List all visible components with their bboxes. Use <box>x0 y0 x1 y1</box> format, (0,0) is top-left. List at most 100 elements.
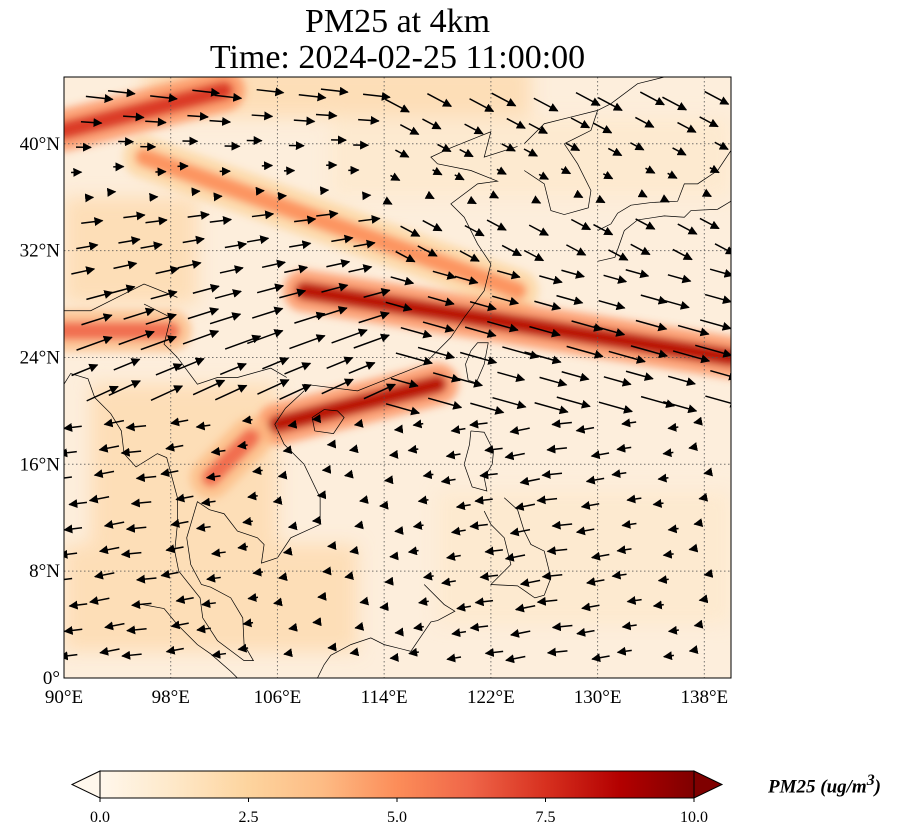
wind-arrow-326 <box>187 210 210 220</box>
wind-arrow-78 <box>120 549 142 559</box>
wind-arrow-41 <box>175 595 194 604</box>
wind-arrow-165 <box>504 451 525 461</box>
wind-arrow-21 <box>126 625 147 635</box>
wind-arrow-181 <box>412 419 424 429</box>
wind-arrow-154 <box>120 447 142 457</box>
wind-arrow-23 <box>196 624 211 634</box>
wind-arrow-415 <box>635 116 655 128</box>
colorbar-gradient <box>100 771 694 798</box>
wind-arrow-320 <box>630 243 651 256</box>
wind-arrow-254 <box>316 306 348 319</box>
wind-arrow-32 <box>510 628 531 638</box>
wind-arrow-339 <box>635 218 656 230</box>
colorbar-extend-high <box>693 770 724 799</box>
wind-arrow-332 <box>400 225 421 237</box>
colorbar-tick-label-4: 10.0 <box>680 809 708 826</box>
wind-arrow-245 <box>672 350 711 364</box>
wind-arrow-406 <box>315 110 338 120</box>
colorbar-extend-low <box>70 770 101 799</box>
wind-arrow-428 <box>427 93 453 108</box>
wind-arrow-304 <box>76 241 99 251</box>
wind-arrow-113 <box>693 518 704 528</box>
wind-arrow-278 <box>492 295 520 306</box>
wind-arrow-95 <box>64 524 83 534</box>
wind-arrow-371 <box>432 166 443 176</box>
wind-arrow-169 <box>662 448 674 458</box>
haze-patch-4 <box>64 544 358 652</box>
wind-arrow-429 <box>469 98 495 113</box>
wind-arrow-200 <box>427 397 463 410</box>
wind-arrow-409 <box>422 118 442 130</box>
wind-arrow-225 <box>625 370 654 381</box>
wind-arrow-189 <box>693 416 703 426</box>
wind-arrow-358 <box>637 189 648 198</box>
wind-arrow-314 <box>417 245 438 257</box>
wind-arrow-373 <box>496 166 507 175</box>
wind-arrow-59 <box>135 574 157 584</box>
wind-arrow-337 <box>570 218 592 231</box>
wind-arrow-100 <box>242 516 253 526</box>
wind-arrow-164 <box>484 445 503 454</box>
wind-arrow-277 <box>469 301 497 312</box>
lat-tick-label-2: 16°N <box>20 454 61 475</box>
wind-arrow-405 <box>293 116 316 126</box>
wind-arrow-40 <box>131 600 152 609</box>
wind-arrow-13 <box>505 654 526 664</box>
lon-tick-label-0: 90°E <box>45 687 83 708</box>
wind-arrow-16 <box>616 646 632 656</box>
wind-arrow-264 <box>677 324 710 337</box>
gridlines <box>64 77 731 678</box>
wind-arrow-53 <box>581 602 600 612</box>
wind-arrow-344 <box>149 192 159 202</box>
wind-arrow-143 <box>422 470 434 480</box>
wind-arrow-313 <box>395 250 416 263</box>
wind-arrow-419 <box>107 88 136 98</box>
wind-arrow-96 <box>103 519 125 529</box>
wind-arrow-222 <box>539 376 568 388</box>
wind-arrow-345 <box>191 187 201 197</box>
colorbar-label-text: PM25 (ug/m <box>768 776 867 798</box>
wind-arrow-39 <box>89 596 110 605</box>
wind-arrow-308 <box>224 240 248 250</box>
wind-arrow-203 <box>534 402 569 415</box>
plume-core-1 <box>135 148 527 300</box>
wind-arrow-107 <box>469 521 488 531</box>
wind-arrow-49 <box>456 602 471 612</box>
wind-arrow-87 <box>445 552 461 561</box>
wind-arrow-427 <box>384 98 410 113</box>
wind-arrow-70 <box>519 578 541 588</box>
wind-arrow-37 <box>693 619 704 629</box>
wind-arrow-6 <box>283 648 293 658</box>
title-line-1: PM25 at 4km <box>304 3 491 40</box>
wind-arrow-347 <box>255 186 265 196</box>
wind-arrow-407 <box>358 115 380 125</box>
wind-arrow-103 <box>354 520 364 530</box>
lon-tick-label-6: 138°E <box>680 687 728 708</box>
wind-arrow-394 <box>565 142 581 152</box>
wind-arrow-67 <box>422 571 434 581</box>
wind-arrow-60 <box>160 569 179 579</box>
wind-arrow-416 <box>677 121 697 133</box>
wind-arrow-38 <box>68 600 88 610</box>
wind-arrow-139 <box>277 470 288 480</box>
coastline-segment-1 <box>524 110 598 215</box>
wind-arrow-111 <box>621 519 637 529</box>
lon-tick-label-1: 98°E <box>152 687 190 708</box>
wind-arrow-266 <box>86 290 114 301</box>
wind-arrow-216 <box>326 356 354 369</box>
colorbar: 0.0 2.5 5.0 7.5 10.0 <box>70 770 724 826</box>
wind-arrow-3 <box>165 645 184 655</box>
wind-arrow-110 <box>575 526 595 536</box>
wind-arrow-309 <box>246 235 270 245</box>
wind-arrow-436 <box>704 90 730 105</box>
wind-arrow-132 <box>698 492 709 502</box>
wind-arrow-290 <box>261 259 286 269</box>
plume-core-3 <box>268 375 447 434</box>
coastline-segment-11 <box>143 303 287 385</box>
wind-arrow-276 <box>427 295 455 307</box>
wind-arrow-269 <box>192 283 220 294</box>
lon-tick-label-3: 114°E <box>361 687 408 708</box>
coastline-segment-2 <box>597 200 731 262</box>
wind-arrow-241 <box>524 351 562 365</box>
wind-arrow-93 <box>662 549 674 559</box>
